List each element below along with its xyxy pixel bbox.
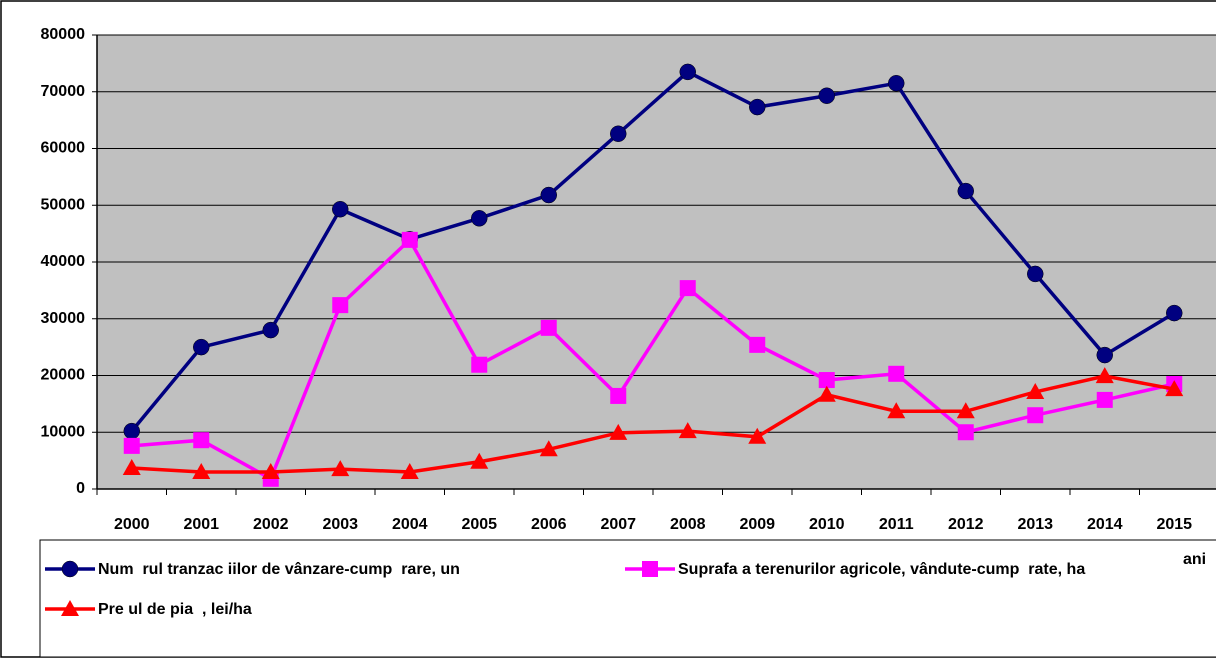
data-point bbox=[331, 460, 350, 477]
x-tick-label: 2012 bbox=[948, 516, 984, 533]
legend-marker bbox=[642, 561, 658, 577]
data-point bbox=[122, 459, 141, 476]
data-point bbox=[1095, 367, 1114, 384]
data-point bbox=[1026, 382, 1045, 399]
x-tick-label: 2011 bbox=[879, 516, 914, 533]
data-point bbox=[332, 200, 349, 218]
data-point bbox=[678, 422, 697, 439]
data-point bbox=[888, 74, 905, 92]
data-point bbox=[610, 387, 627, 404]
x-tick-label: 2006 bbox=[531, 516, 567, 533]
data-point bbox=[539, 440, 558, 457]
data-point bbox=[193, 338, 210, 356]
data-point bbox=[1027, 265, 1044, 283]
data-point bbox=[401, 231, 418, 248]
data-point bbox=[192, 462, 211, 479]
legend-label: Suprafa a terenurilor agricole, vândute-… bbox=[678, 561, 1085, 578]
x-tick-label: 2009 bbox=[739, 516, 775, 533]
x-tick-label: 2014 bbox=[1087, 516, 1123, 533]
x-tick-label: 2015 bbox=[1156, 516, 1192, 533]
data-point bbox=[887, 402, 906, 419]
data-point bbox=[679, 280, 696, 297]
data-point bbox=[540, 186, 557, 204]
y-tick-label: 60000 bbox=[41, 140, 86, 157]
data-point bbox=[123, 437, 140, 454]
data-point bbox=[888, 365, 905, 382]
y-tick-label: 50000 bbox=[41, 196, 86, 213]
data-point bbox=[749, 98, 766, 116]
data-point bbox=[749, 336, 766, 353]
data-point bbox=[262, 321, 279, 339]
data-point bbox=[679, 63, 696, 81]
x-axis-label: ani bbox=[1183, 551, 1206, 568]
x-tick-label: 2005 bbox=[461, 516, 497, 533]
legend-label: Pre ul de pia , lei/ha bbox=[98, 601, 252, 618]
data-point bbox=[261, 462, 280, 479]
legend-box bbox=[39, 539, 1216, 658]
series-line bbox=[131, 237, 1175, 482]
data-point bbox=[609, 423, 628, 440]
data-point bbox=[748, 427, 767, 444]
data-point bbox=[818, 87, 835, 104]
data-point bbox=[400, 462, 419, 479]
x-tick-label: 2008 bbox=[670, 516, 706, 533]
data-point bbox=[1165, 380, 1184, 397]
y-tick-label: 0 bbox=[76, 480, 85, 497]
y-tick-label: 10000 bbox=[41, 423, 86, 440]
y-tick-label: 30000 bbox=[41, 310, 86, 327]
data-point bbox=[123, 422, 140, 440]
x-tick-label: 2013 bbox=[1017, 516, 1053, 533]
x-tick-label: 2002 bbox=[253, 516, 289, 533]
y-tick-label: 40000 bbox=[41, 253, 86, 270]
data-point bbox=[332, 297, 349, 314]
data-point bbox=[610, 125, 627, 142]
data-point bbox=[957, 424, 974, 441]
data-point bbox=[818, 372, 835, 389]
x-tick-label: 2000 bbox=[114, 516, 150, 533]
x-tick-label: 2010 bbox=[809, 516, 845, 533]
y-tick-label: 70000 bbox=[41, 83, 86, 100]
x-tick-label: 2007 bbox=[600, 516, 636, 533]
y-tick-label: 20000 bbox=[41, 367, 86, 384]
data-point bbox=[470, 452, 489, 469]
data-point bbox=[817, 385, 836, 402]
x-tick-label: 2003 bbox=[322, 516, 358, 533]
x-tick-label: 2001 bbox=[183, 516, 219, 533]
data-point bbox=[956, 402, 975, 419]
data-point bbox=[1096, 346, 1113, 364]
data-point bbox=[1166, 304, 1183, 322]
data-point bbox=[471, 210, 488, 227]
data-point bbox=[1096, 391, 1113, 408]
legend-label: Num rul tranzac iilor de vânzare-cump ra… bbox=[98, 561, 460, 578]
data-point bbox=[540, 319, 557, 336]
data-point bbox=[1027, 407, 1044, 424]
series-line bbox=[130, 69, 1176, 433]
data-point bbox=[471, 356, 488, 373]
legend-marker bbox=[61, 560, 79, 578]
y-tick-label: 80000 bbox=[41, 26, 86, 43]
series-line bbox=[131, 374, 1175, 474]
data-point bbox=[957, 182, 974, 200]
x-tick-label: 2004 bbox=[392, 516, 428, 533]
legend-marker bbox=[61, 600, 79, 616]
data-point bbox=[193, 432, 210, 449]
